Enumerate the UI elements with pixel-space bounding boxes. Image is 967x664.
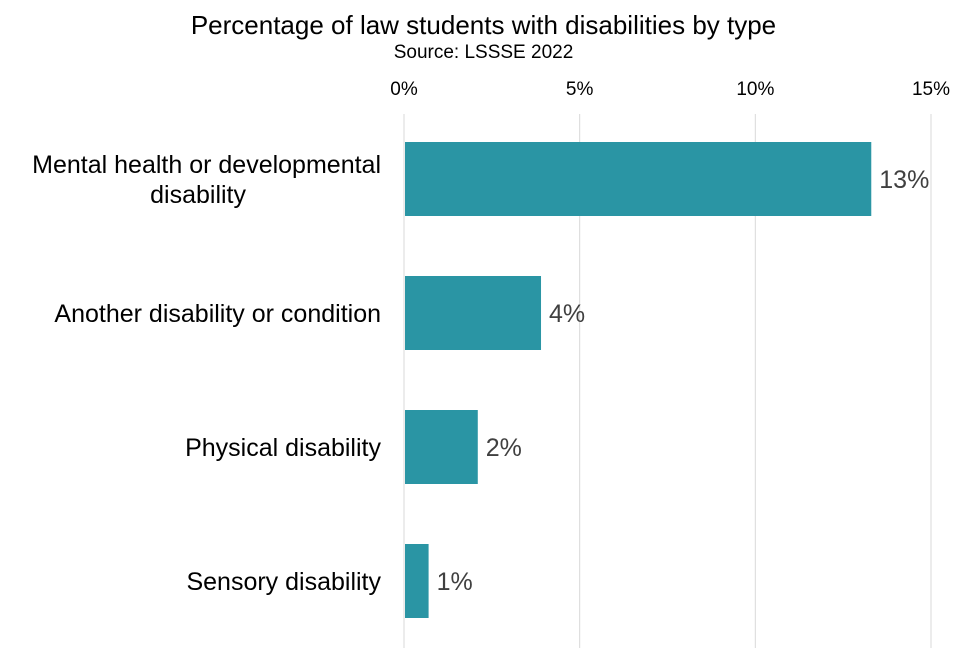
bar (405, 142, 872, 216)
data-label: 4% (549, 300, 585, 328)
chart-title: Percentage of law students with disabili… (190, 10, 777, 40)
category-label-line: Physical disability (185, 434, 381, 462)
data-label: 1% (437, 568, 473, 596)
x-tick-label: 0% (390, 79, 418, 100)
category-label: Mental health or developmental disability (32, 151, 381, 209)
bar (405, 276, 542, 350)
chart-subtitle: Source: LSSSE 2022 (393, 42, 574, 63)
data-label: 13% (879, 166, 929, 194)
category-label: Sensory disability (186, 568, 381, 596)
category-label-line: Sensory disability (186, 568, 381, 596)
x-tick-label: 15% (912, 79, 950, 100)
category-label-line: disability (150, 181, 246, 209)
bar (405, 544, 429, 618)
category-label: Another disability or condition (54, 300, 381, 328)
bar (405, 410, 478, 484)
x-tick-label: 5% (566, 79, 594, 100)
category-label-line: Mental health or developmental (32, 151, 381, 179)
data-label: 2% (486, 434, 522, 462)
x-tick-label: 10% (736, 79, 774, 100)
category-label: Physical disability (185, 434, 381, 462)
category-label-line: Another disability or condition (54, 300, 381, 328)
